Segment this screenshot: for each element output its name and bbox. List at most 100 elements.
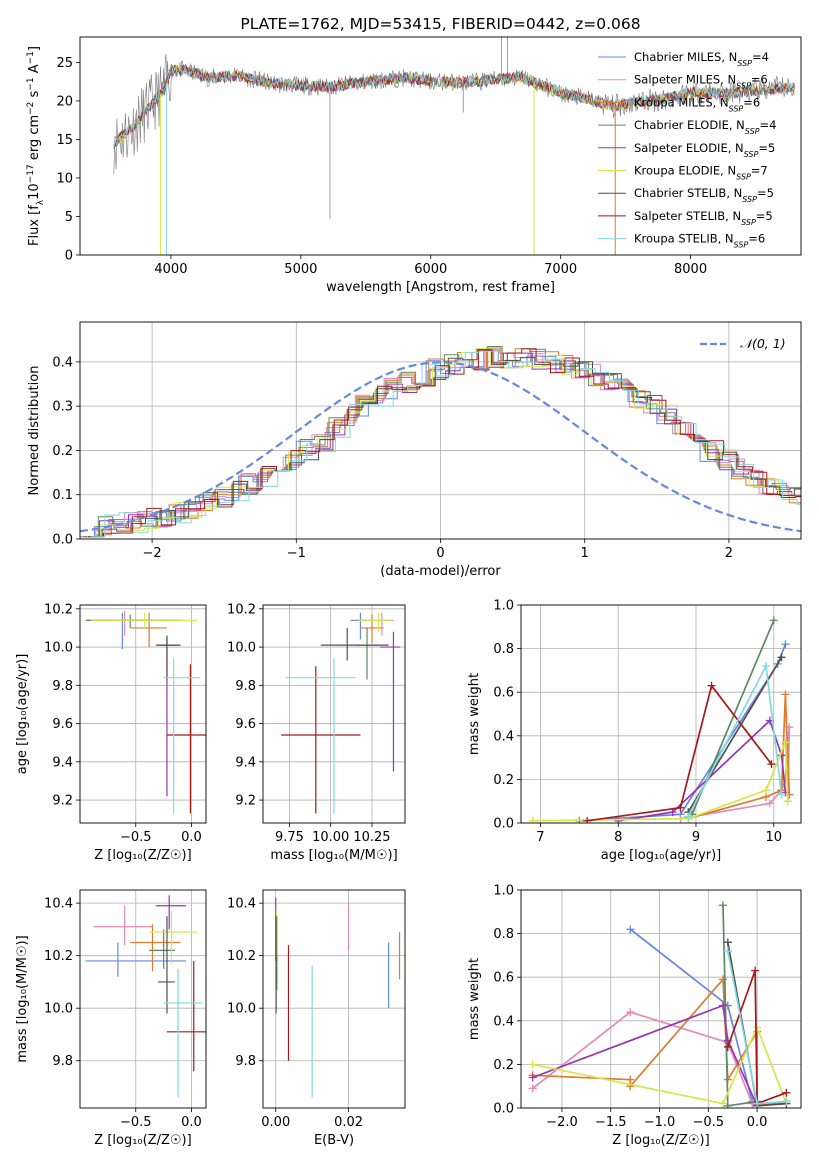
errorbar-chabrier-elodie <box>355 627 381 680</box>
series-kroupa-elodie <box>528 738 792 823</box>
legend-label: Chabrier MILES, NSSP=4 <box>634 50 769 68</box>
y-tick-label: 10.0 <box>227 1002 256 1017</box>
y-tick-label: 9.8 <box>235 679 256 694</box>
y-axis-label: mass weight <box>467 673 482 755</box>
point-marker <box>762 786 770 795</box>
legend-label: Kroupa MILES, NSSP=6 <box>634 95 760 113</box>
legend-label: Chabrier ELODIE, NSSP=4 <box>634 118 776 136</box>
point-marker <box>626 925 635 934</box>
series-line <box>726 970 787 1105</box>
x-tick-label: 8000 <box>674 262 707 277</box>
histogram-chabrier-stelib <box>87 349 801 538</box>
panel-age-vs-Z: −0.5 0.0 9.2 9.4 9.6 9.8 10.0 10.2 Z [log₁₀(Z/Z☉… <box>15 602 207 863</box>
legend-label-value: =5 <box>757 186 774 200</box>
y-tick-label: 0.1 <box>52 488 73 503</box>
series-kroupa-stelib <box>723 947 791 1108</box>
x-tick-label: −1.0 <box>644 1115 676 1130</box>
y-tick-label: 10.2 <box>227 602 256 617</box>
x-tick-label: 10.25 <box>353 830 390 845</box>
legend-label-text: Kroupa STELIB, N <box>634 232 734 246</box>
x-tick-label: −2.0 <box>546 1115 578 1130</box>
y-tick-label: 0.0 <box>52 533 73 548</box>
point-marker <box>626 1008 635 1017</box>
y-axis-label-part: −17 <box>26 164 36 183</box>
series-line <box>532 1004 758 1107</box>
point-marker <box>781 690 790 699</box>
series-salpeter-stelib <box>583 681 776 823</box>
y-tick-label: 1.0 <box>493 884 514 899</box>
point-marker <box>718 1099 727 1108</box>
point-marker <box>528 1060 537 1069</box>
x-tick-label: −0.5 <box>120 830 152 845</box>
point-marker <box>783 797 792 806</box>
legend-label-text: Kroupa MILES, N <box>634 95 729 109</box>
y-axis-label-part: ] <box>27 46 42 51</box>
point-marker <box>723 1042 732 1051</box>
point-marker <box>723 947 732 956</box>
y-axis-label-part: λ <box>36 199 46 205</box>
panel-mass-weight-vs-age: 7 8 9 10 0.0 0.2 0.4 0.6 0.8 1.0 age [log₁₀(age/yr… <box>467 599 802 863</box>
errorbar-chabrier-stelib <box>320 627 389 661</box>
legend-label: Chabrier STELIB, NSSP=5 <box>634 186 774 204</box>
lines <box>528 901 791 1108</box>
x-axis-label: wavelength [Angstrom, rest frame] <box>326 280 555 295</box>
x-tick-label: 1 <box>581 546 589 561</box>
panel-spectrum: PLATE=1762, MJD=53415, FIBERID=0442, z=0… <box>26 15 802 295</box>
series-line <box>532 741 789 822</box>
errorbar-salpeter-miles <box>93 905 153 946</box>
point-marker <box>781 640 790 649</box>
point-marker <box>723 1101 732 1108</box>
errorbar-salpeter-stelib <box>166 960 206 1072</box>
point-marker <box>782 1088 791 1097</box>
x-tick-label: 9.75 <box>275 830 304 845</box>
x-tick-label: 4000 <box>154 262 187 277</box>
legend-label-text: Chabrier STELIB, N <box>634 186 742 200</box>
y-tick-label: 0.3 <box>52 400 73 415</box>
histograms <box>80 346 801 538</box>
legend-label-sub: SSP <box>744 149 759 158</box>
axes-frame <box>79 604 207 824</box>
errorbar-chabrier-miles <box>85 942 186 977</box>
point-marker <box>751 966 760 975</box>
legend-label-value: =4 <box>752 50 769 64</box>
x-axis-label: mass [log₁₀(M/M☉)] <box>270 848 397 863</box>
x-tick-label: 0.02 <box>334 1115 363 1130</box>
legend-label-sub: SSP <box>745 127 760 136</box>
y-tick-label: 9.8 <box>52 1054 73 1069</box>
point-marker <box>769 616 778 625</box>
histogram-chabrier-miles <box>80 350 801 538</box>
y-tick-label: 5 <box>65 210 73 225</box>
x-tick-label: 6000 <box>414 262 447 277</box>
point-marker <box>781 738 790 747</box>
series-line <box>687 663 783 817</box>
chart-title: PLATE=1762, MJD=53415, FIBERID=0442, z=0… <box>240 15 640 33</box>
panel-mass-vs-Z: −0.5 0.0 9.8 10.0 10.2 10.4 Z [log₁₀(Z/Z☉)] mas… <box>15 889 207 1148</box>
y-tick-label: 9.8 <box>235 1054 256 1069</box>
series-kroupa-stelib <box>684 662 786 821</box>
y-tick-label: 0.2 <box>493 1058 514 1073</box>
x-axis-label: age [log₁₀(age/yr)] <box>601 848 722 863</box>
point-marker <box>528 1084 537 1093</box>
series-line <box>532 1025 788 1105</box>
legend-label-text: Salpeter MILES, N <box>634 73 736 87</box>
errorbar-kroupa-stelib <box>163 968 203 1098</box>
x-axis-label: E(B-V) <box>314 1133 354 1148</box>
y-tick-label: 0.8 <box>493 642 514 657</box>
errorbar-salpeter-miles <box>88 610 164 636</box>
errorbar-chabrier-elodie <box>85 614 183 628</box>
legend-label-value: =7 <box>751 164 768 178</box>
y-tick-label: 0.4 <box>493 1014 514 1029</box>
y-tick-label: 0.6 <box>493 971 514 986</box>
y-tick-label: 10.0 <box>227 641 256 656</box>
legend-label-text: Kroupa ELODIE, N <box>634 164 736 178</box>
model-line-kroupa-stelib <box>113 65 795 149</box>
legend-label-value: =6 <box>743 95 760 109</box>
y-tick-label: 0.2 <box>52 444 73 459</box>
point-marker <box>528 816 537 823</box>
x-axis-label: Z [log₁₀(Z/Z☉)] <box>612 1133 709 1148</box>
point-marker <box>684 812 693 821</box>
axes-frame <box>79 321 802 540</box>
y-tick-label: 0.2 <box>493 773 514 788</box>
y-axis-label: mass weight <box>467 958 482 1040</box>
